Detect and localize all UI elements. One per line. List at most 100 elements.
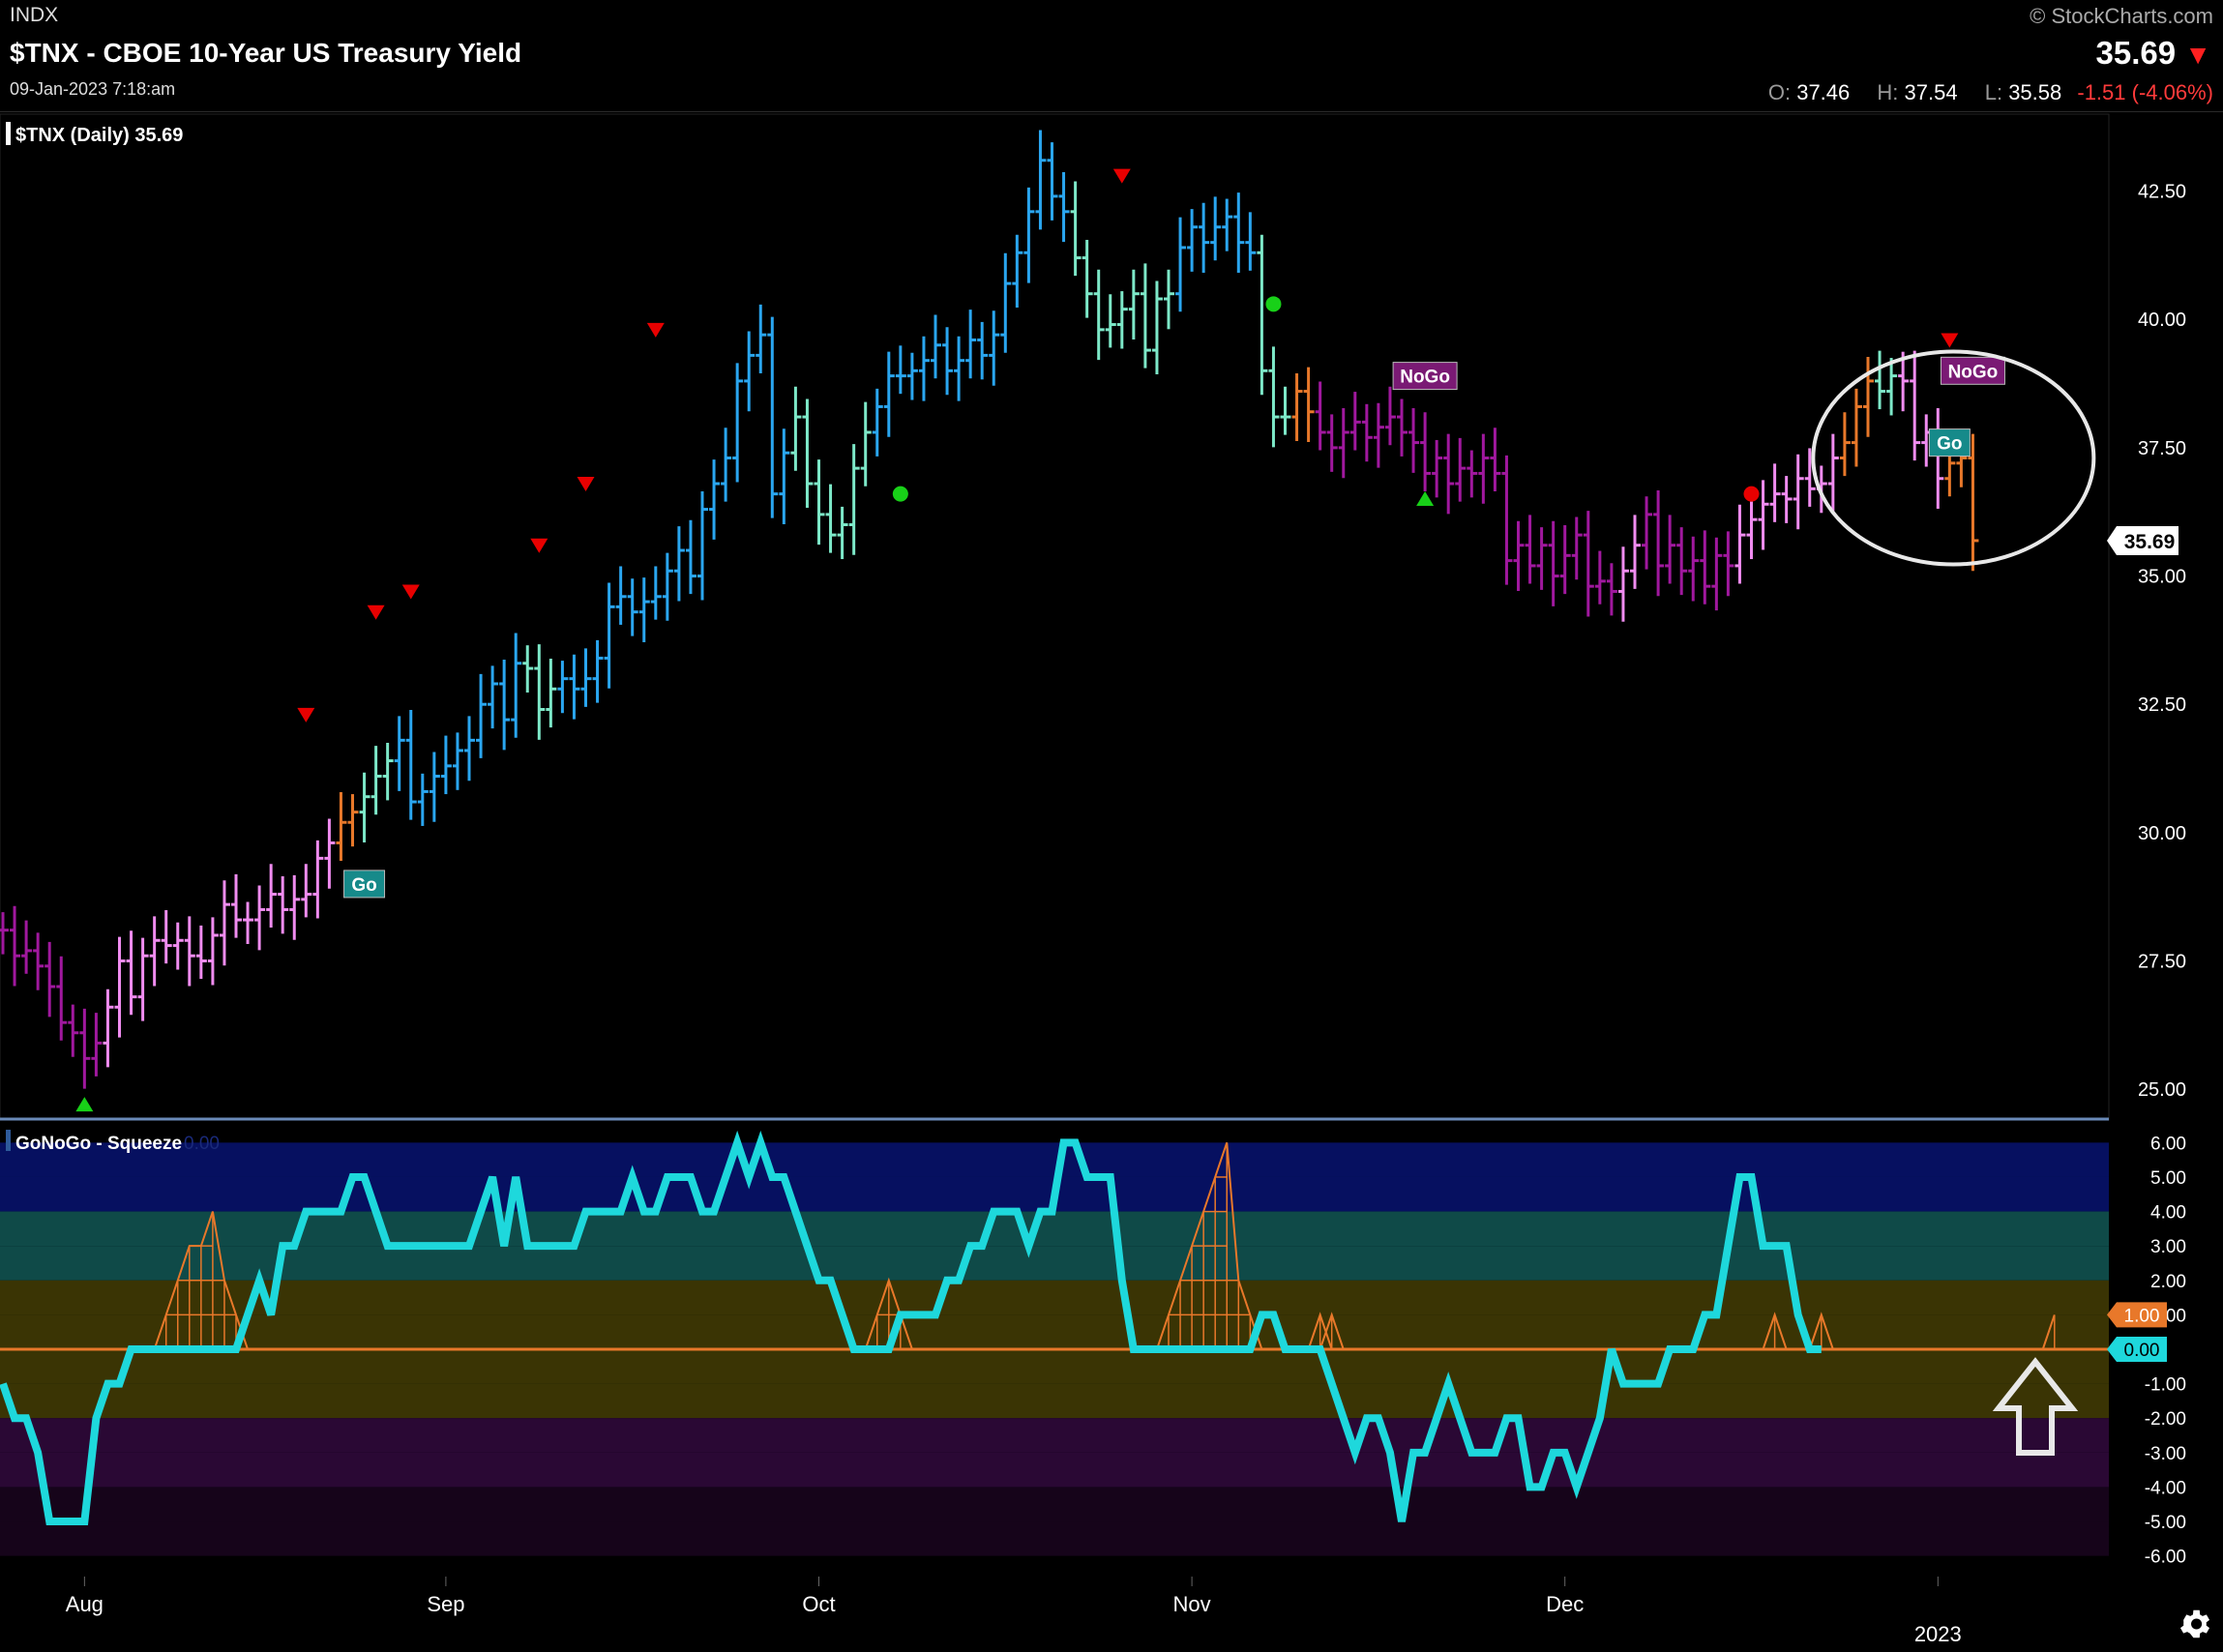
price-bar (744, 331, 756, 412)
oscillator-zone-band (0, 1280, 2109, 1315)
price-bar (1175, 217, 1187, 312)
price-bar (440, 735, 452, 795)
price-bar (756, 304, 767, 373)
chart-title: $TNX - CBOE 10-Year US Treasury Yield (10, 38, 522, 68)
high-value: 37.54 (1904, 80, 1958, 104)
price-tick-label: 25.00 (2138, 1079, 2186, 1101)
price-bar (906, 352, 918, 400)
price-bar (312, 840, 324, 919)
price-bar (989, 310, 1000, 386)
oscillator-tick-label: -6.00 (2145, 1548, 2186, 1568)
price-bar (79, 1008, 91, 1089)
price-bar (1384, 386, 1396, 446)
price-bar (1781, 476, 1793, 523)
price-bar (767, 316, 779, 518)
price-bar (673, 526, 685, 602)
up-triangle-marker (1416, 490, 1435, 506)
oscillator-tick-label: 3.00 (2150, 1237, 2186, 1257)
oscillator-tick-label: -1.00 (2145, 1375, 2186, 1396)
price-bar (546, 658, 557, 728)
nogo-label: NoGo (1940, 356, 2005, 385)
price-bar (1851, 388, 1862, 467)
price-bar (1478, 433, 1490, 504)
price-bar (511, 633, 522, 738)
price-tick-label: 37.50 (2138, 438, 2186, 459)
copyright-link[interactable]: © StockCharts.com (2030, 4, 2213, 28)
squeeze-ladder (2041, 1314, 2056, 1350)
price-bar (195, 925, 207, 980)
current-price-tag (2107, 525, 2179, 555)
high-label: H: (1877, 80, 1899, 104)
price-bar (68, 1004, 79, 1057)
price-bar (1571, 516, 1583, 580)
dot-marker (892, 486, 908, 502)
annotation-circle (1811, 349, 2096, 567)
price-bar (697, 491, 708, 601)
price-bar (1443, 433, 1455, 515)
price-bar (278, 875, 289, 934)
price-bar (184, 916, 195, 987)
price-bar (837, 506, 848, 560)
price-bar (1536, 527, 1548, 590)
label-box (1940, 356, 2005, 385)
price-bar (918, 336, 930, 401)
price-bar (405, 710, 417, 820)
price-bar (1082, 240, 1093, 318)
price-bar (1898, 351, 1910, 412)
date-time: 09-Jan-2023 7:18:am (10, 79, 176, 99)
up-triangle-marker (75, 1097, 94, 1112)
price-bar (954, 336, 965, 401)
price-bar (1559, 525, 1571, 595)
price-bar (266, 864, 278, 929)
price-bar (289, 874, 301, 940)
price-bar (1397, 398, 1408, 457)
chart-header: INDX $TNX - CBOE 10-Year US Treasury Yie… (0, 0, 2223, 112)
price-bar (825, 484, 837, 553)
price-panel-frame (0, 113, 2110, 1121)
oscillator-zone-band (0, 1521, 2109, 1556)
price-bar (452, 732, 463, 790)
price-bar (1373, 402, 1384, 468)
price-bar (790, 386, 802, 471)
price-bar (1408, 408, 1420, 473)
oscillator-tick-label: -5.00 (2145, 1513, 2186, 1533)
down-triangle-marker (530, 538, 548, 553)
price-bar (1233, 192, 1245, 273)
price-bar (883, 351, 895, 437)
price-bar (1910, 350, 1921, 461)
open-label: O: (1767, 80, 1792, 104)
price-bar (1594, 550, 1606, 605)
squeeze-outline (1156, 1142, 1263, 1350)
price-bar (370, 746, 382, 815)
gear-icon[interactable] (2177, 1606, 2213, 1642)
x-tick-label: Aug (66, 1592, 104, 1616)
price-bar (580, 648, 592, 707)
oscillator-zone-band (0, 1452, 2109, 1488)
price-bar (1164, 269, 1174, 330)
price-bar (1548, 520, 1559, 606)
price-bar (662, 552, 673, 621)
price-bar (1467, 450, 1478, 498)
oscillator-value-tag (2107, 1337, 2167, 1362)
price-tick-label: 32.50 (2138, 694, 2186, 716)
price-bar (207, 917, 219, 986)
price-bar (137, 937, 149, 1021)
price-bar (1326, 414, 1338, 472)
down-triangle-marker (646, 322, 665, 338)
down-triangle-marker (367, 605, 385, 620)
price-bar (417, 773, 429, 826)
down-triangle-marker (297, 707, 315, 723)
price-bar (1501, 455, 1513, 585)
price-bar (1827, 433, 1839, 515)
price-bar (965, 310, 977, 379)
oscillator-zone-band (0, 1487, 2109, 1522)
label-text: NoGo (1400, 368, 1450, 388)
price-bar (1245, 212, 1257, 271)
price-bar (10, 905, 21, 987)
price-bar (114, 936, 126, 1038)
oscillator-tick-label: 4.00 (2150, 1203, 2186, 1224)
price-bar (1210, 196, 1222, 261)
price-bar (1734, 504, 1746, 584)
oscillator-zone-band (0, 1383, 2109, 1419)
